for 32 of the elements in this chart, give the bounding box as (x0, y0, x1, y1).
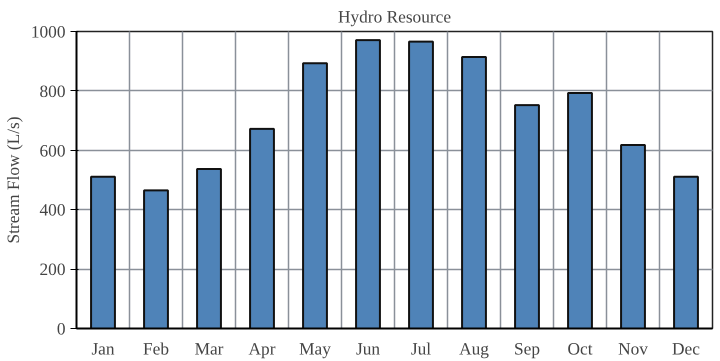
x-tick-label: Jun (356, 340, 380, 358)
x-tick-label: Jan (91, 340, 115, 358)
bar (461, 56, 487, 328)
x-tick-label: Jul (410, 340, 432, 358)
x-tick-label: Oct (567, 340, 593, 358)
y-tick-label: 400 (40, 200, 66, 220)
bar (355, 39, 381, 328)
x-tick-label: Mar (194, 340, 224, 358)
x-tick-label: May (299, 340, 332, 358)
x-tick-label: Aug (459, 340, 490, 358)
x-tick-label: Apr (248, 340, 276, 358)
y-tick-label: 800 (40, 82, 66, 101)
y-tick-label: 0 (56, 320, 66, 338)
x-tick-label: Dec (672, 340, 700, 358)
bar (249, 128, 275, 328)
chart-title: Hydro Resource (338, 8, 452, 26)
y-tick-label: 600 (40, 141, 66, 160)
bar (302, 62, 328, 328)
bar (673, 176, 699, 328)
bar (196, 168, 222, 328)
bar (620, 144, 646, 328)
bar (567, 92, 593, 328)
bar (514, 104, 540, 328)
bar (90, 176, 116, 328)
y-tick-label: 1000 (30, 22, 66, 42)
x-tick-label: Feb (143, 340, 170, 358)
bar (143, 189, 169, 328)
y-tick-label: 200 (40, 260, 66, 280)
bar (408, 40, 434, 328)
x-tick-label: Sep (514, 340, 540, 358)
y-axis-title: Stream Flow (L/s) (4, 116, 23, 244)
x-tick-label: Nov (618, 340, 648, 358)
